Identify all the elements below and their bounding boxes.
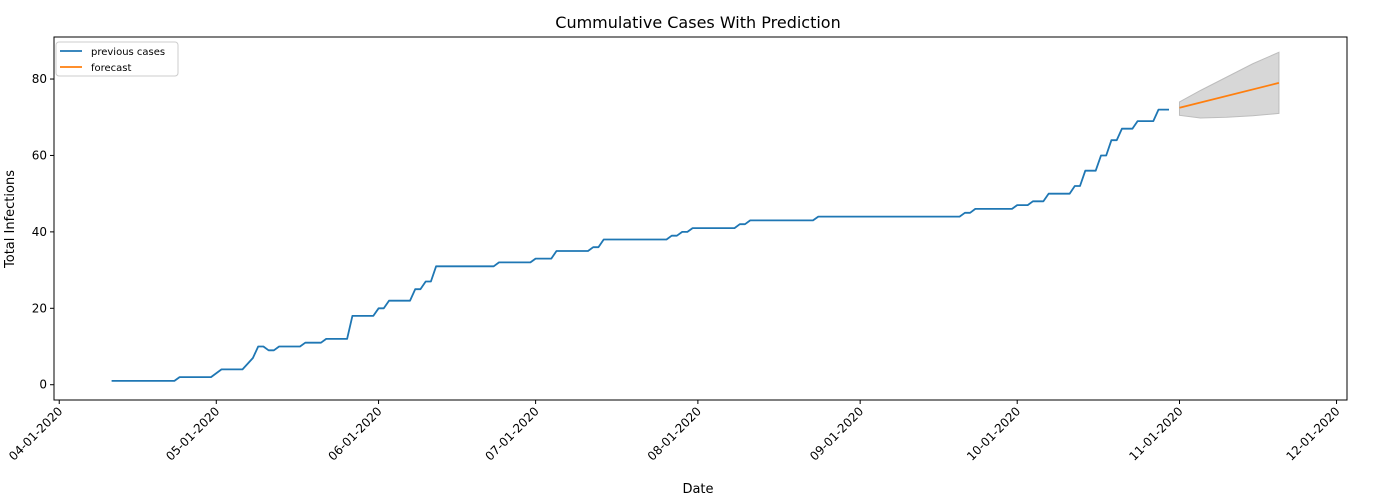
forecast-confidence-band (1178, 51, 1280, 119)
series-line-previous-cases (111, 108, 1169, 382)
x-tick-label: 10-01-2020 (964, 404, 1023, 463)
x-axis-ticks: 04-01-2020 05-01-2020 06-01-2020 07-01-2020… (6, 400, 1343, 463)
series-layer (111, 82, 1280, 382)
y-tick-label: 20 (32, 301, 47, 315)
legend-label-previous-cases: previous cases (91, 47, 165, 58)
x-tick-label: 05-01-2020 (163, 404, 222, 463)
x-tick-label: 07-01-2020 (483, 404, 542, 463)
y-tick-label: 40 (32, 225, 47, 239)
x-tick-label: 12-01-2020 (1283, 404, 1342, 463)
legend-box (55, 41, 179, 77)
y-tick-label: 80 (32, 72, 47, 86)
legend: previous cases forecast (55, 41, 179, 77)
x-tick-label: 11-01-2020 (1126, 404, 1185, 463)
x-axis-label: Date (682, 482, 713, 497)
y-tick-label: 0 (39, 378, 47, 392)
x-tick-label: 04-01-2020 (6, 404, 65, 463)
y-tick-label: 60 (32, 148, 47, 162)
chart-title: Cummulative Cases With Prediction (555, 13, 840, 32)
confidence-band-layer (1178, 51, 1280, 119)
series-line-forecast (1179, 82, 1280, 109)
y-axis-ticks: 0 20 40 60 80 (32, 72, 54, 392)
x-tick-label: 09-01-2020 (807, 404, 866, 463)
plot-frame (53, 36, 1348, 401)
y-axis-label: Total Infections (3, 170, 18, 269)
x-tick-label: 08-01-2020 (645, 404, 704, 463)
x-tick-label: 06-01-2020 (325, 404, 384, 463)
legend-label-forecast: forecast (91, 63, 132, 74)
